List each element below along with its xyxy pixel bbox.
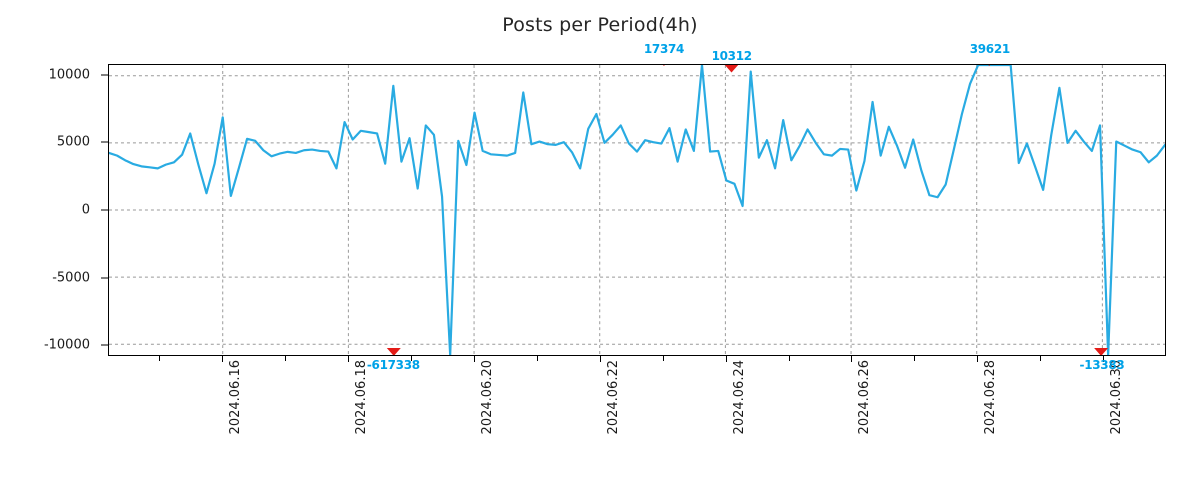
x-tick-label: 2024.06.24 [731, 360, 747, 435]
extreme-marker-peak [724, 65, 739, 73]
x-tick-mark-minor [221, 356, 223, 361]
x-tick-mark-minor [788, 356, 790, 361]
y-tick-label: -5000 [52, 270, 90, 286]
y-tick-label: 5000 [56, 134, 90, 150]
x-tick-label: 2024.06.16 [227, 360, 243, 435]
x-axis-labels: 2024.06.16 2024.06.18 2024.06.20 2024.06.22… [108, 360, 1166, 495]
page-title: Posts per Period(4h) [502, 14, 698, 36]
y-tick-label: 10000 [48, 67, 90, 83]
x-tick-mark-minor [977, 356, 979, 361]
value-annotation: 10312 [711, 48, 753, 63]
x-tick-mark-minor [410, 356, 412, 361]
extreme-marker-valley [386, 348, 401, 355]
y-tick-mark [101, 344, 108, 346]
x-tick-label: 2024.06.20 [479, 360, 495, 435]
y-tick-label: -10000 [43, 337, 90, 353]
extreme-marker-valley [1094, 348, 1109, 355]
x-tick-mark-minor [347, 356, 349, 361]
x-tick-label: 2024.06.26 [857, 360, 873, 435]
extreme-marker-peak [988, 65, 991, 66]
x-tick-mark-minor [851, 356, 853, 361]
x-axis-ticks [108, 356, 1166, 364]
plot-area [108, 64, 1166, 356]
x-tick-mark-minor [599, 356, 601, 361]
y-tick-label: 0 [81, 202, 90, 218]
value-annotation: 17374 [643, 42, 685, 56]
value-annotation: -617338 [366, 358, 420, 372]
x-tick-mark-minor [1103, 356, 1105, 361]
gridlines [109, 65, 1165, 355]
x-tick-mark-minor [914, 356, 916, 361]
x-tick-mark-minor [536, 356, 538, 361]
data-line [109, 65, 1165, 355]
y-axis-labels: 10000 5000 0 -5000 -10000 [0, 64, 100, 356]
y-tick-mark [101, 141, 108, 143]
x-tick-label: 2024.06.28 [983, 360, 999, 435]
x-tick-mark-minor [473, 356, 475, 361]
value-annotation: 39621 [969, 42, 1011, 56]
x-tick-mark-minor [284, 356, 286, 361]
x-tick-mark-minor [725, 356, 727, 361]
x-tick-mark-minor [158, 356, 160, 361]
y-tick-mark [101, 209, 108, 211]
y-tick-mark [101, 74, 108, 76]
y-axis-ticks [100, 64, 108, 356]
x-tick-mark-minor [662, 356, 664, 361]
y-tick-mark [101, 277, 108, 279]
x-tick-label: 2024.06.22 [605, 360, 621, 435]
x-tick-mark-minor [1040, 356, 1042, 361]
value-annotation: -13383 [1079, 358, 1125, 372]
extreme-markers [386, 65, 1109, 355]
series-line-posts-per-period [109, 65, 1165, 355]
extreme-marker-peak [663, 65, 665, 66]
